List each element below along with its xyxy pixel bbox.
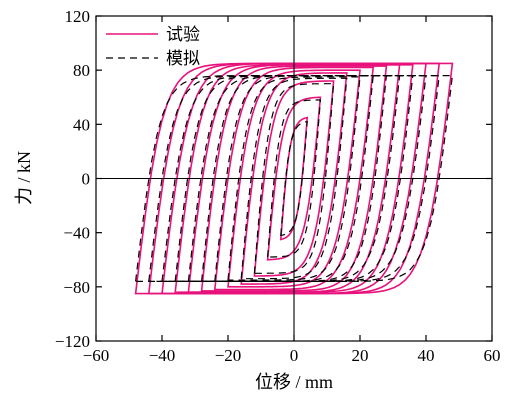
y-axis-label: 力 / kN xyxy=(14,151,34,205)
test-loop-5 xyxy=(227,69,361,288)
y-tick-label: 120 xyxy=(65,7,91,26)
x-tick-label: −60 xyxy=(83,346,110,365)
x-tick-label: −20 xyxy=(215,346,242,365)
x-tick-label: −40 xyxy=(149,346,176,365)
simulation-loop-5 xyxy=(227,76,361,281)
zero-lines xyxy=(96,16,492,341)
x-axis: −60 −40 −20 0 20 40 60 xyxy=(83,16,501,365)
x-tick-label: 60 xyxy=(484,346,501,365)
legend-label-simulation: 模拟 xyxy=(166,49,200,69)
simulation-loop-3 xyxy=(253,83,335,274)
test-loop-7 xyxy=(200,65,388,292)
x-axis-label: 位移 / mm xyxy=(255,372,333,392)
test-loop-12 xyxy=(134,62,454,295)
test-loop-9 xyxy=(174,64,414,294)
x-tick-label: 20 xyxy=(352,346,369,365)
test-loop-4 xyxy=(240,72,348,285)
curves-group xyxy=(134,62,454,295)
test-loop-2 xyxy=(266,96,322,261)
simulation-loop-4 xyxy=(240,77,348,280)
y-tick-label: −40 xyxy=(63,224,90,243)
x-tick-label: 40 xyxy=(418,346,435,365)
y-tick-label: 80 xyxy=(73,61,90,80)
y-tick-label: 40 xyxy=(73,115,90,134)
simulation-loop-2 xyxy=(266,99,322,258)
test-loop-3 xyxy=(253,80,335,277)
y-axis: −120 −80 −40 0 40 80 120 xyxy=(55,7,492,351)
legend-label-test: 试验 xyxy=(166,25,200,45)
simulation-loop-1 xyxy=(280,120,308,237)
test-loop-6 xyxy=(213,66,375,291)
simulation-loop-12 xyxy=(134,75,454,282)
y-tick-label: −80 xyxy=(63,278,90,297)
legend: 试验 模拟 xyxy=(106,25,200,69)
y-tick-label: −120 xyxy=(55,332,90,351)
y-tick-label: 0 xyxy=(82,170,91,189)
x-tick-label: 0 xyxy=(290,346,299,365)
